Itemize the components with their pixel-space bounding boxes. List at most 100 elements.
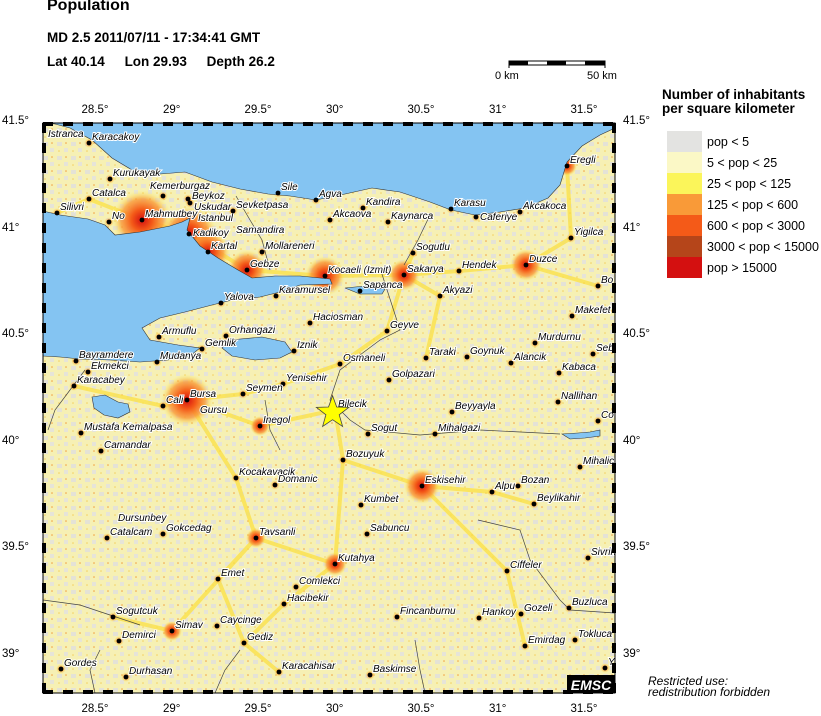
city-dot-icon	[568, 235, 574, 241]
legend-label: pop < 5	[707, 134, 750, 149]
city-label: Uskudar	[194, 202, 232, 213]
city-dot-icon	[337, 361, 343, 367]
emsc-logo: EMSC	[567, 675, 615, 693]
city-label: Sevketpasa	[236, 200, 289, 211]
city-dot-icon	[272, 482, 278, 488]
city-label: Agva	[318, 189, 342, 200]
city-dot-icon	[218, 300, 224, 306]
city-dot-icon	[456, 268, 462, 274]
city-label: Makefet	[575, 305, 612, 316]
city-dot-icon	[186, 231, 192, 237]
lon-tick-top: 31.5°	[570, 104, 598, 116]
city-dot-icon	[110, 614, 116, 620]
city-dot-icon	[564, 163, 570, 169]
city-label: Gebze	[250, 259, 280, 270]
lon-tick-bottom: 31°	[489, 703, 507, 715]
lon-tick-bottom: 30°	[326, 703, 344, 715]
city-dot-icon	[572, 637, 578, 643]
city-dot-icon	[78, 430, 84, 436]
city-dot-icon	[555, 399, 561, 405]
lat-tick-left: 39°	[2, 647, 20, 660]
city-label: Silivri	[60, 202, 85, 213]
city-label: Karacabey	[77, 375, 126, 386]
city-dot-icon	[569, 313, 575, 319]
city-dot-icon	[423, 355, 429, 361]
city-label: Inegol	[263, 415, 291, 426]
city-label: Alpu	[494, 481, 515, 492]
city-label: Beylikahir	[537, 493, 581, 504]
city-label: Camandar	[104, 440, 151, 451]
city-dot-icon	[187, 200, 193, 206]
city-dot-icon	[517, 209, 523, 215]
emsc-logo-text: EMSC	[571, 677, 612, 693]
city-dot-icon	[54, 210, 60, 216]
city-label: Orhangazi	[229, 325, 276, 336]
city-dot-icon	[313, 197, 319, 203]
city-dot-icon	[275, 190, 281, 196]
city-dot-icon	[116, 638, 122, 644]
sakarya-reservoir	[561, 429, 601, 440]
city-label: Caferiye	[480, 212, 518, 223]
city-label: Istranca	[48, 129, 84, 140]
city-dot-icon	[364, 531, 370, 537]
lat-tick-left: 41°	[2, 221, 20, 234]
city-label: Emirdag	[528, 635, 566, 646]
city-dot-icon	[169, 628, 175, 634]
city-label: Osmaneli	[343, 353, 386, 364]
city-dot-icon	[214, 623, 220, 629]
page-title: Population	[47, 0, 130, 14]
lat-tick-right: 41°	[623, 221, 641, 234]
epicenter-star-icon[interactable]	[315, 394, 350, 428]
city-dot-icon	[199, 346, 205, 352]
city-dot-icon	[160, 403, 166, 409]
city-dot-icon	[281, 601, 287, 607]
city-dot-icon	[86, 140, 92, 146]
city-dot-icon	[515, 483, 521, 489]
city-label: Alancik	[513, 352, 547, 363]
city-label: Tokluca	[578, 629, 613, 640]
city-dot-icon	[273, 293, 279, 299]
scale-bar	[508, 60, 606, 68]
city-dot-icon	[476, 615, 482, 621]
city-label: Samandira	[236, 225, 285, 236]
city-label: Yalova	[224, 292, 254, 303]
lon-tick-top: 31°	[489, 104, 507, 116]
city-label: Karacahisar	[282, 661, 336, 672]
city-label: Gokcedag	[166, 523, 212, 534]
city-label: Kemerburgaz	[150, 181, 210, 192]
city-dot-icon	[386, 377, 392, 383]
legend-label: 25 < pop < 125	[707, 176, 792, 191]
city-label: Gursu	[200, 405, 228, 416]
city-label: Gemlik	[205, 338, 237, 349]
city-dot-icon	[215, 576, 221, 582]
city-label: Eskisehir	[425, 475, 466, 486]
city-label: Beyyayla	[455, 401, 496, 412]
legend-swatch	[667, 152, 702, 173]
city-dot-icon	[233, 475, 239, 481]
city-label: Sogutlu	[416, 242, 450, 253]
city-dot-icon	[160, 531, 166, 537]
event-line: MD 2.5 2011/07/11 - 17:34:41 GMT	[47, 30, 261, 45]
lon-tick-top: 29°	[163, 104, 181, 116]
city-dot-icon	[276, 669, 282, 675]
legend-swatch	[667, 236, 702, 257]
city-label: Mihalgazi	[438, 423, 481, 434]
lat-tick-left: 41.5°	[2, 115, 29, 127]
city-dot-icon	[340, 457, 346, 463]
city-dot-icon	[556, 370, 562, 376]
city-label: Bursa	[190, 389, 217, 400]
lat-tick-right: 40°	[623, 434, 641, 447]
city-label: Kumbet	[364, 494, 400, 505]
city-dot-icon	[244, 267, 250, 273]
city-markers: Istranca Karacakoy Kurukayak Catalca Silivri…	[47, 128, 615, 680]
legend-item: 3000 < pop < 15000	[667, 236, 819, 257]
city-dot-icon	[523, 262, 529, 268]
city-dot-icon	[156, 334, 162, 340]
city-dot-icon	[230, 208, 236, 214]
city-label: Kabaca	[562, 362, 596, 373]
city-dot-icon	[307, 320, 313, 326]
graticule-frame	[42, 122, 616, 694]
lat-tick-left: 39.5°	[2, 541, 29, 553]
city-dot-icon	[205, 249, 211, 255]
